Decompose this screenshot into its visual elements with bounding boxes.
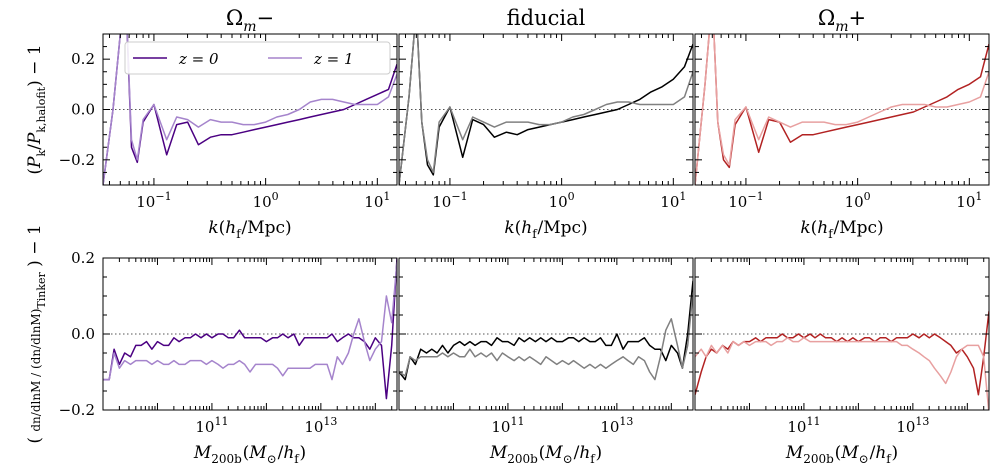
legend-label: z = 1 xyxy=(313,50,354,68)
x-tick-label: 101 xyxy=(660,190,686,211)
x-tick-label: 101 xyxy=(364,190,390,211)
panel-hmf-omega-minus: 1011 1013 −0.2 0.0 0.2 M200b (M⊙ /hf ) ( dn/dl… xyxy=(25,224,398,466)
x-tick-label: 1011 xyxy=(787,415,820,436)
panel-hmf-fiducial: 1011 1013 M200b (M⊙ /hf ) xyxy=(398,257,694,466)
x-tick-label: 100 xyxy=(253,190,279,211)
y-axis-label: (Pk/Pk,halofit) − 1 xyxy=(25,44,48,174)
x-tick-label: 10−1 xyxy=(136,190,171,211)
x-tick-label: 10−1 xyxy=(728,190,763,211)
series-line-z1 xyxy=(695,337,989,410)
series-line-z1 xyxy=(695,34,989,185)
x-tick-label: 101 xyxy=(956,190,982,211)
x-tick-label: 1013 xyxy=(896,415,929,436)
y-tick-label: 0.0 xyxy=(71,101,95,119)
x-tick-label: 100 xyxy=(845,190,871,211)
panel-title: Ωm+ xyxy=(818,6,866,35)
series-line-z0 xyxy=(399,280,693,381)
panel-title: fiducial xyxy=(507,6,586,30)
series-line-z1 xyxy=(103,34,397,185)
y-tick-label: −0.2 xyxy=(59,401,95,419)
series-line-z0 xyxy=(695,34,989,185)
x-axis-label: k(hf /Mpc) xyxy=(208,218,291,241)
x-axis-label: k(hf /Mpc) xyxy=(800,218,883,241)
panel-power-spectrum-omega-minus: 10−1 100 101 −0.2 0.0 0.2 k(hf /Mpc) Ωm− (Pk/Pk,… xyxy=(25,6,398,241)
panel-hmf-omega-plus: 1011 1013 M200b (M⊙ /hf ) xyxy=(694,257,990,466)
y-axis-label-text: (Pk/Pk,halofit) − 1 xyxy=(25,44,48,174)
y-axis-label-text: ( dn/dlnM / (dn/dlnM)Tinker ) − 1 xyxy=(25,224,48,443)
x-axis-label: k(hf /Mpc) xyxy=(504,218,587,241)
panel-title: Ωm− xyxy=(226,6,274,35)
y-tick-label: 0.2 xyxy=(71,50,95,68)
x-axis-label: M200b (M⊙ /hf ) xyxy=(489,443,602,466)
x-axis-label: M200b (M⊙ /hf ) xyxy=(785,443,898,466)
series-line-z1 xyxy=(103,261,397,381)
series-line-z0 xyxy=(399,34,693,185)
x-tick-label: 1011 xyxy=(491,415,524,436)
x-axis-label: M200b (M⊙ /hf ) xyxy=(193,443,306,466)
panel-power-spectrum-omega-plus: 10−1 100 101 k(hf /Mpc) Ωm+ xyxy=(694,6,990,241)
series-line-z0 xyxy=(103,258,397,400)
panel-power-spectrum-fiducial: 10−1 100 101 k(hf /Mpc) fiducial xyxy=(398,6,694,241)
legend-label: z = 0 xyxy=(178,50,219,68)
x-tick-label: 1013 xyxy=(600,415,633,436)
y-tick-label: 0.0 xyxy=(71,325,95,343)
y-axis-label: ( dn/dlnM / (dn/dlnM)Tinker ) − 1 xyxy=(25,224,48,443)
y-tick-label: 0.2 xyxy=(71,249,95,267)
x-tick-label: 100 xyxy=(549,190,575,211)
legend-box xyxy=(124,41,391,75)
series-line-z1 xyxy=(399,292,693,381)
x-tick-label: 10−1 xyxy=(432,190,467,211)
series-line-z1 xyxy=(399,34,693,185)
series-line-z0 xyxy=(103,34,397,185)
x-tick-label: 1011 xyxy=(195,415,228,436)
y-tick-label: −0.2 xyxy=(59,151,95,169)
x-tick-label: 1013 xyxy=(304,415,337,436)
legend: z = 0 z = 1 xyxy=(124,41,391,75)
